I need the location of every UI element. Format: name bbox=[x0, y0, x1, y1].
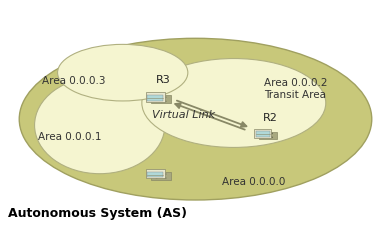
FancyBboxPatch shape bbox=[151, 172, 170, 180]
Ellipse shape bbox=[19, 38, 372, 200]
FancyBboxPatch shape bbox=[147, 95, 163, 101]
FancyBboxPatch shape bbox=[151, 95, 170, 103]
FancyBboxPatch shape bbox=[256, 131, 269, 137]
FancyBboxPatch shape bbox=[145, 169, 165, 178]
FancyBboxPatch shape bbox=[254, 129, 271, 137]
Ellipse shape bbox=[142, 59, 326, 147]
Ellipse shape bbox=[34, 77, 165, 174]
FancyBboxPatch shape bbox=[259, 132, 276, 139]
Text: R3: R3 bbox=[156, 75, 171, 85]
Text: Area 0.0.0.3: Area 0.0.0.3 bbox=[42, 76, 106, 86]
FancyBboxPatch shape bbox=[147, 172, 163, 177]
Text: Area 0.0.0.2
Transit Area: Area 0.0.0.2 Transit Area bbox=[264, 78, 328, 100]
Text: R2: R2 bbox=[263, 113, 278, 123]
Text: Area 0.0.0.1: Area 0.0.0.1 bbox=[38, 132, 102, 142]
FancyBboxPatch shape bbox=[145, 92, 165, 102]
Text: Autonomous System (AS): Autonomous System (AS) bbox=[8, 207, 187, 220]
Text: Virtual Link: Virtual Link bbox=[152, 110, 215, 120]
Ellipse shape bbox=[57, 44, 188, 101]
Text: Area 0.0.0.0: Area 0.0.0.0 bbox=[222, 177, 286, 187]
